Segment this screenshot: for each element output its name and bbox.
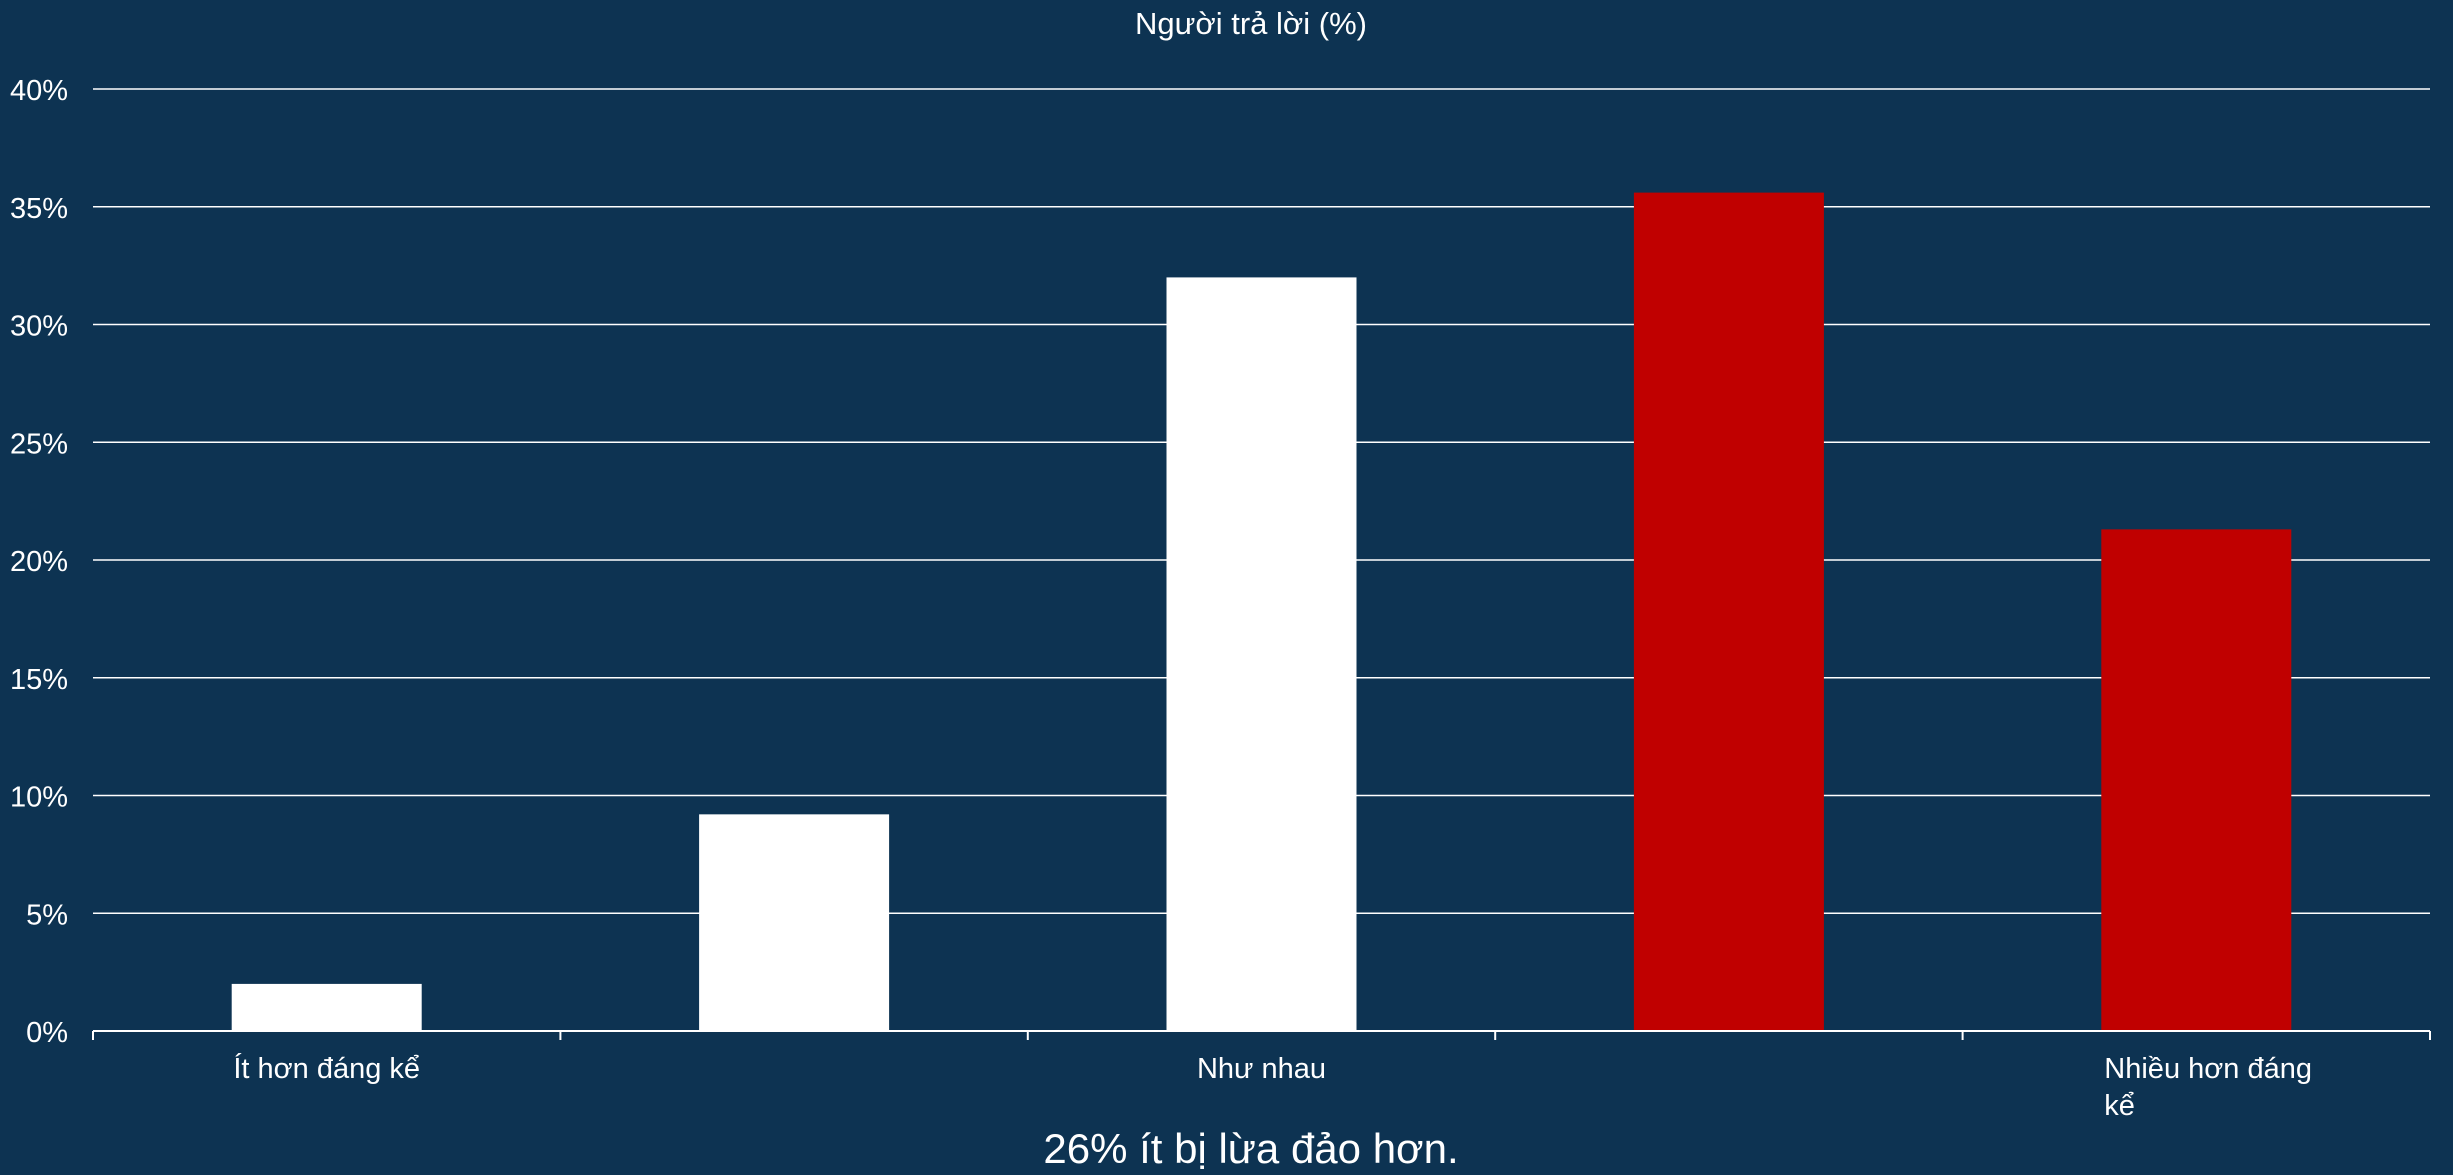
y-tick-label: 40% xyxy=(10,75,68,107)
x-tick-label: Như nhau xyxy=(1197,1053,1326,1085)
bar xyxy=(1633,192,1824,1031)
y-tick-label: 30% xyxy=(10,311,68,343)
x-axis-tick-labels: Ít hơn đáng kể Như nhau Nhiều hơn đáng kể xyxy=(233,1052,2312,1122)
y-tick-label: 20% xyxy=(10,546,68,578)
bar xyxy=(1166,277,1357,1031)
bar xyxy=(231,983,422,1031)
y-tick-label: 25% xyxy=(10,428,68,460)
bar xyxy=(2101,529,2292,1031)
y-axis-tick-labels: 0% 5% 10% 15% 20% 25% 30% 35% 40% xyxy=(10,75,68,1049)
chart-caption: 26% ít bị lừa đảo hơn. xyxy=(1043,1125,1458,1172)
bar xyxy=(699,814,890,1031)
x-axis xyxy=(92,1030,2431,1040)
y-tick-label: 10% xyxy=(10,782,68,814)
y-tick-label: 15% xyxy=(10,664,68,696)
y-tick-label: 35% xyxy=(10,193,68,225)
y-tick-label: 0% xyxy=(26,1017,68,1049)
x-tick-label: Nhiều hơn đáng kể xyxy=(2104,1053,2312,1122)
x-tick-label: Ít hơn đáng kể xyxy=(233,1052,420,1085)
chart-title: Người trả lời (%) xyxy=(1135,6,1367,41)
y-tick-label: 5% xyxy=(26,899,68,931)
bars xyxy=(231,192,2292,1031)
